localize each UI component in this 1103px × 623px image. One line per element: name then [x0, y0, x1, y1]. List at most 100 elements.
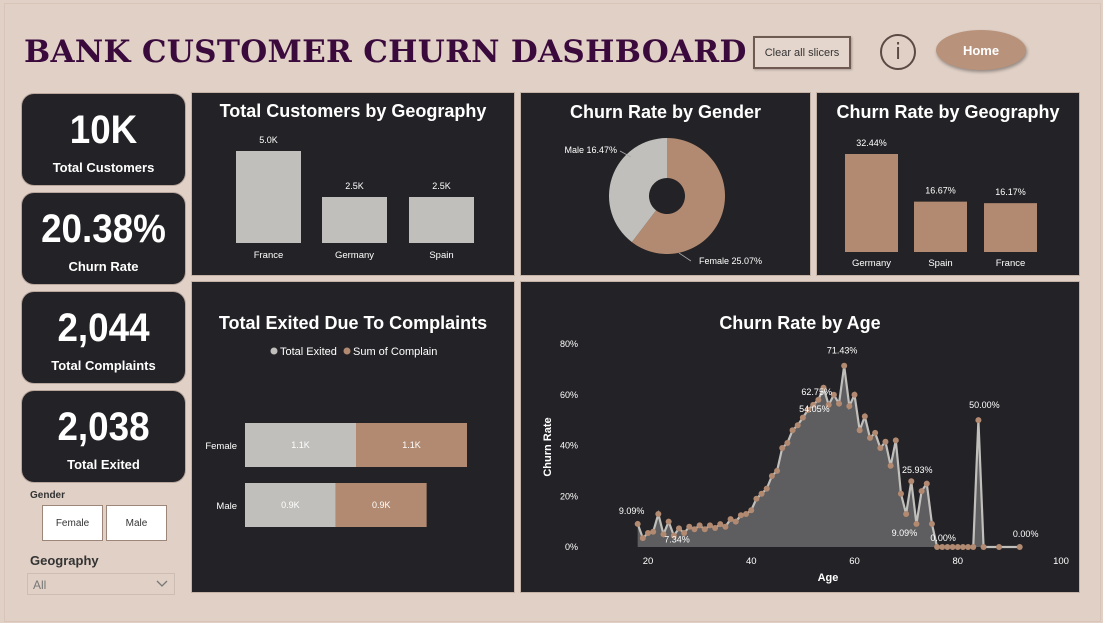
data-point — [722, 523, 729, 530]
data-point — [650, 528, 657, 535]
data-point — [975, 417, 982, 424]
data-point — [774, 467, 781, 474]
gender-option-female[interactable]: Female — [42, 505, 103, 541]
data-point — [996, 544, 1003, 550]
data-annotation: 25.93% — [902, 465, 933, 475]
churn-geo-chart: 32.44% Germany 16.67% Spain 16.17% France — [845, 138, 1037, 269]
clear-slicers-button[interactable]: Clear all slicers — [753, 36, 851, 69]
data-point — [717, 521, 724, 528]
data-point — [928, 520, 935, 527]
data-point — [768, 472, 775, 479]
chevron-down-icon — [156, 580, 168, 587]
x-tick-label: 20 — [643, 556, 654, 567]
kpi-label: Total Complaints — [51, 358, 156, 373]
leader-line — [619, 150, 632, 158]
leader-line — [678, 252, 692, 262]
complaints-chart: Total Exited Sum of Complain Female 1.1K 1.1… — [205, 346, 467, 527]
data-label: 2.5K — [345, 181, 364, 191]
data-label: 0.9K — [281, 500, 300, 510]
bar-segment — [245, 423, 356, 467]
bar — [322, 197, 387, 243]
data-point — [830, 391, 837, 398]
data-point — [959, 544, 966, 550]
data-point — [939, 544, 946, 550]
category-label: France — [254, 250, 284, 261]
y-tick-label: 40% — [560, 441, 578, 451]
data-point — [877, 445, 884, 452]
data-point — [675, 525, 682, 532]
kpi-value: 20.38% — [41, 207, 166, 251]
gender-option-male[interactable]: Male — [106, 505, 167, 541]
data-point — [691, 526, 698, 533]
x-tick-label: 100 — [1053, 556, 1069, 567]
legend-marker — [270, 347, 278, 355]
donut-slice — [631, 138, 725, 254]
data-point — [732, 518, 739, 525]
data-point — [758, 490, 765, 497]
data-point — [681, 530, 688, 537]
data-point — [846, 403, 853, 410]
panel-churn-by-geography: Churn Rate by Geography 32.44% Germany 16.… — [817, 93, 1079, 275]
data-point — [918, 488, 925, 495]
data-point — [820, 384, 827, 391]
x-tick-label: 40 — [746, 556, 757, 567]
data-point — [639, 535, 646, 542]
data-annotation: 9.09% — [619, 506, 645, 516]
x-tick-label: 80 — [952, 556, 963, 567]
donut-slice — [609, 138, 667, 243]
y-axis-title: Churn Rate — [542, 417, 554, 476]
slice-label: Male 16.47% — [564, 145, 617, 155]
chart-title: Churn Rate by Gender — [569, 102, 762, 122]
data-point — [949, 544, 956, 550]
area-fill — [637, 365, 1020, 547]
data-point — [634, 520, 641, 527]
geography-dropdown[interactable]: All — [27, 573, 175, 595]
chart-title: Total Customers by Geography — [219, 101, 487, 121]
bar-segment — [245, 483, 336, 527]
bar — [845, 154, 898, 252]
dropdown-value: All — [33, 578, 47, 592]
data-label: 1.1K — [291, 440, 310, 450]
bar — [984, 203, 1037, 252]
data-point — [686, 523, 693, 530]
data-point — [825, 401, 832, 408]
y-tick-label: 60% — [560, 390, 578, 400]
data-point — [753, 495, 760, 502]
data-label: 16.17% — [995, 187, 1026, 197]
panel-churn-by-age: Churn Rate by Age 0% 20% 40% 60% 80% 20 40 60 80… — [521, 282, 1079, 592]
data-point — [789, 427, 796, 434]
data-point — [872, 429, 879, 436]
home-button[interactable]: Home — [936, 30, 1026, 70]
legend-marker — [343, 347, 351, 355]
data-point — [980, 544, 987, 550]
panel-exited-complaints: Total Exited Due To Complaints Total Exi… — [192, 282, 514, 592]
data-label: 5.0K — [259, 135, 278, 145]
kpi-value: 2,038 — [57, 405, 150, 449]
series-line — [636, 365, 1020, 549]
data-point — [861, 413, 868, 420]
bar-segment — [356, 423, 467, 467]
data-point — [748, 507, 755, 514]
chart-title: Total Exited Due To Complaints — [218, 313, 488, 333]
bar — [236, 151, 301, 243]
kpi-churn-rate: 20.38% Churn Rate — [22, 193, 185, 284]
data-label: 2.5K — [432, 181, 451, 191]
data-point — [923, 480, 930, 487]
data-point — [763, 485, 770, 492]
data-point — [660, 531, 667, 538]
data-point — [696, 522, 703, 529]
data-point — [799, 414, 806, 421]
info-icon[interactable]: i — [880, 34, 916, 70]
kpi-label: Total Exited — [67, 457, 140, 472]
data-point — [882, 438, 889, 445]
data-point — [892, 437, 899, 444]
data-point — [944, 544, 951, 550]
category-label: Spain — [928, 258, 952, 269]
data-point — [965, 544, 972, 550]
data-point — [706, 522, 713, 529]
bar — [409, 197, 474, 243]
data-label: 0.9K — [372, 500, 391, 510]
page-title: BANK CUSTOMER CHURN DASHBOARD — [24, 34, 747, 70]
data-point — [970, 544, 977, 550]
gender-donut-chart: Male 16.47% Female 25.07% — [564, 138, 762, 266]
